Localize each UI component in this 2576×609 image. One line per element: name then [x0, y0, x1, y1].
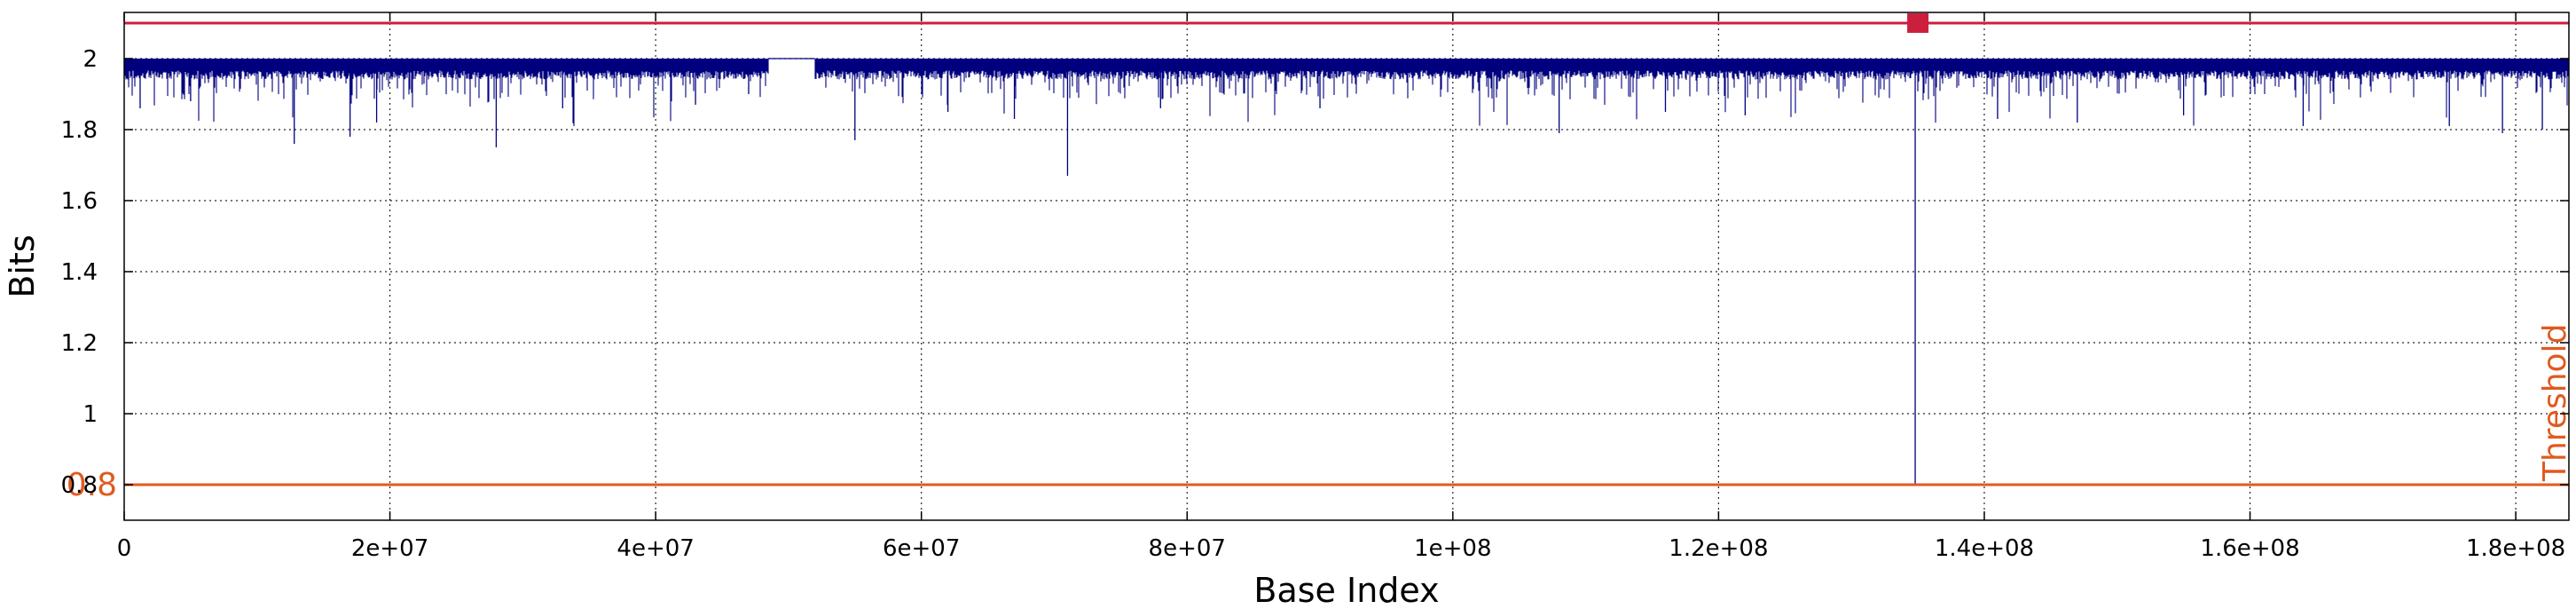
y-tick-label: 1	[82, 401, 98, 428]
series-layer	[124, 58, 2569, 485]
x-tick-label: 6e+07	[883, 535, 960, 562]
threshold-value-label: 0.8	[67, 467, 117, 503]
x-tick-label: 1.8e+08	[2466, 535, 2565, 562]
x-tick-label: 1.6e+08	[2200, 535, 2299, 562]
series-band	[124, 59, 2569, 126]
x-tick-label: 1.2e+08	[1669, 535, 1768, 562]
x-tick-label: 2e+07	[351, 535, 428, 562]
x-tick-label: 0	[117, 535, 132, 562]
y-tick-label: 1.6	[61, 188, 98, 215]
y-tick-label: 1.4	[61, 259, 98, 286]
y-tick-label: 1.8	[61, 117, 98, 144]
tick-layer: 0 2e+07 4e+07 6e+07 8e+07 1e+08 1.2e+08 1.4e+08…	[61, 12, 2569, 562]
grid-layer	[124, 12, 2569, 520]
y-tick-label: 2	[82, 46, 98, 73]
x-tick-label: 8e+07	[1149, 535, 1226, 562]
y-tick-label: 0.8	[61, 472, 98, 499]
y-tick-label: 1.2	[61, 330, 98, 357]
threshold-label: Threshold	[2537, 324, 2573, 482]
x-tick-label: 1e+08	[1414, 535, 1491, 562]
reference-layer: 0.8 Threshold	[67, 13, 2573, 503]
y-axis-title: Bits	[3, 234, 42, 297]
x-tick-label: 4e+07	[617, 535, 694, 562]
x-tick-label: 1.4e+08	[1935, 535, 2034, 562]
plot-frame	[123, 12, 2570, 521]
marker-square	[1907, 13, 1929, 33]
x-axis-title: Base Index	[1253, 571, 1439, 609]
